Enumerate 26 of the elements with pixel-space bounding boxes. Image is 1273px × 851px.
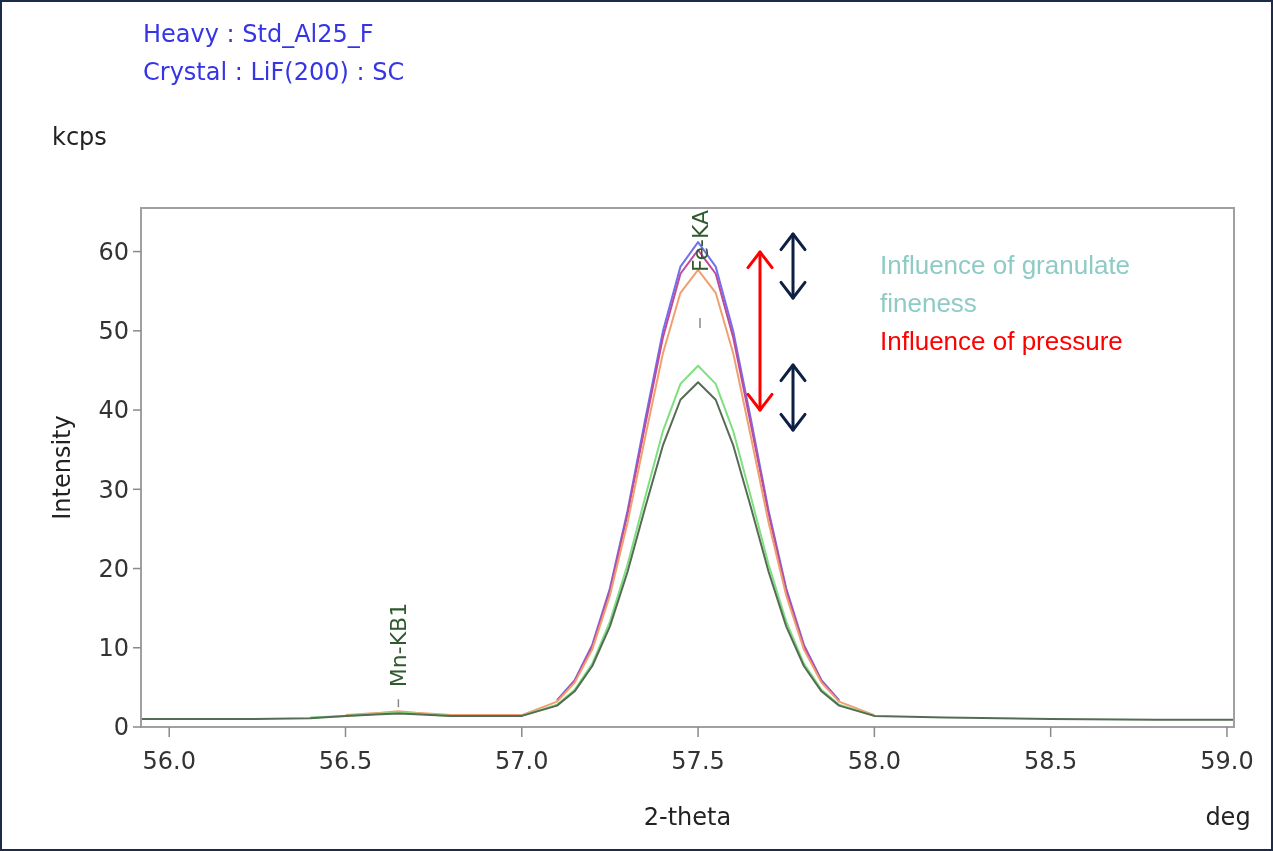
text: deg [1205,803,1251,831]
x-tick-label: 56.5 [318,747,373,775]
x-tick-label: 59.0 [1200,747,1254,775]
chart-subtitle: Crystal : LiF(200) : SC [143,58,405,86]
x-tick-label: 58.5 [1023,747,1078,775]
y-tick-label: 50 [98,317,129,346]
x-tick-label: 56.0 [142,747,196,775]
y-tick-label: 0 [113,713,129,742]
y-tick-label: 40 [98,396,129,425]
annotation: Mn-KB1 [386,602,412,688]
annotation: Influence of pressure [880,326,1123,356]
annotation: Fe-KA [688,210,713,273]
x-tick-label: 57.0 [495,747,549,775]
y-tick-label: 60 [98,237,129,266]
chart-title: Heavy : Std_Al25_F [143,20,374,48]
y-axis-title: Intensity [48,415,76,520]
y-tick-label: 30 [98,475,129,504]
text: kcps [52,123,107,151]
y-tick-label: 10 [98,634,129,663]
x-axis-title: 2-theta [643,803,732,831]
x-tick-label: 58.0 [847,747,902,775]
y-tick-label: 20 [98,554,129,583]
line-series [344,268,876,717]
annotation: Influence of granulate fineness [880,250,1131,318]
x-tick-label: 57.5 [671,747,725,775]
line-series [141,381,1234,721]
